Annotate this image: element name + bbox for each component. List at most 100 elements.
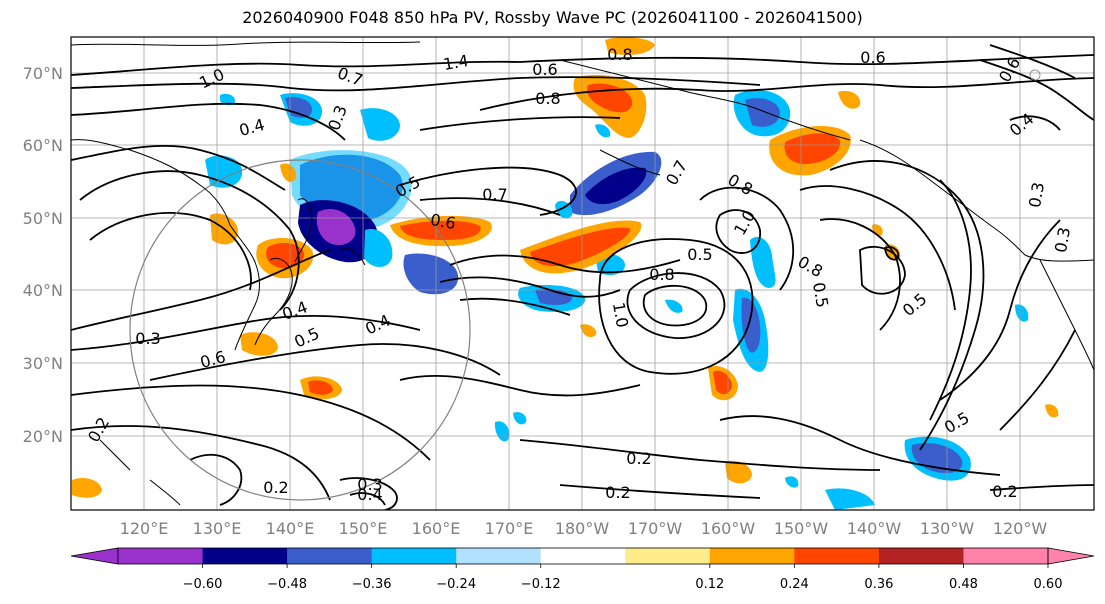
region-circle — [129, 159, 471, 501]
pos-anomaly-area — [713, 370, 732, 395]
contour-label: 0.3 — [1025, 181, 1048, 209]
longitude-label: 150°W — [774, 519, 829, 538]
neg-anomaly-area — [745, 98, 780, 127]
pos-anomaly-area — [308, 380, 333, 395]
colorbar-tick-label: 0.60 — [1034, 577, 1063, 592]
contour-label: 0.3 — [357, 475, 382, 494]
pos-anomaly-area — [838, 90, 861, 109]
neg-anomaly-area — [741, 297, 761, 353]
longitude-label: 160°W — [701, 519, 756, 538]
colorbar-box — [287, 548, 373, 564]
colorbar-tick-label: 0.24 — [780, 577, 809, 592]
colorbar-tick-label: −0.12 — [521, 577, 561, 592]
contour-label: 1.0 — [609, 301, 632, 329]
neg-anomaly-area — [785, 476, 799, 488]
pos-anomaly-area — [530, 227, 631, 267]
pos-anomaly-area — [72, 478, 102, 498]
contour-label: 0.2 — [605, 483, 630, 502]
colorbar: −0.60 −0.48 −0.36 −0.24 −0.12 0.12 0.24 0.36 0.4… — [70, 547, 1095, 592]
longitude-label: 130°W — [920, 519, 975, 538]
latitude-label: 40°N — [23, 281, 63, 300]
latitude-label: 50°N — [23, 209, 63, 228]
colorbar-box — [540, 548, 626, 564]
contour-label: 0.4 — [357, 485, 382, 504]
neg-anomaly-area — [825, 488, 875, 510]
anomaly-shading — [72, 37, 1059, 510]
colorbar-box — [625, 548, 711, 564]
colorbar-tick-label: −0.60 — [183, 577, 223, 592]
contour-label: 0.6 — [532, 60, 557, 79]
longitude-label: 180°W — [555, 519, 610, 538]
neg-anomaly-area — [585, 167, 647, 205]
latitude-labels: 70°N 60°N 50°N 40°N 30°N 20°N — [23, 64, 63, 446]
contour-label: 0.6 — [429, 210, 457, 233]
colorbar-box — [878, 548, 964, 564]
longitude-label: 120°E — [120, 519, 169, 538]
contour-label: 0.2 — [626, 449, 651, 468]
neg-anomaly-area — [220, 93, 236, 106]
colorbar-extend-right — [1047, 547, 1095, 565]
pos-anomaly-area — [1045, 404, 1059, 418]
latitude-label: 20°N — [23, 427, 63, 446]
contour-label: 0.6 — [860, 48, 885, 67]
map-frame — [70, 36, 1095, 511]
longitude-label: 130°E — [193, 519, 242, 538]
pos-anomaly-area — [784, 133, 841, 165]
neg-anomaly-area — [364, 229, 393, 267]
contour-label: 1.4 — [442, 51, 470, 74]
contour-label: 0.8 — [607, 45, 632, 64]
neg-anomaly-area — [750, 236, 776, 288]
contour-label: 0.2 — [263, 478, 288, 497]
contour-label: 0.3 — [135, 329, 160, 348]
colorbar-box — [118, 548, 204, 564]
longitude-label: 170°E — [485, 519, 534, 538]
colorbar-tick-label: 0.48 — [949, 577, 978, 592]
neg-anomaly-area — [1015, 304, 1029, 322]
colorbar-tick-label: −0.24 — [436, 577, 476, 592]
latitude-label: 60°N — [23, 136, 63, 155]
longitude-label: 120°W — [993, 519, 1048, 538]
contour-label: 0.3 — [1051, 226, 1074, 254]
longitude-label: 140°W — [847, 519, 902, 538]
pos-anomaly-area — [266, 242, 305, 269]
neg-anomaly-area — [595, 124, 611, 138]
pos-anomaly-area — [605, 37, 655, 56]
contour-label: 0.7 — [482, 185, 507, 204]
neg-anomaly-area — [285, 97, 312, 118]
neg-anomaly-area — [360, 108, 400, 141]
longitude-label: 150°E — [339, 519, 388, 538]
longitude-label: 160°E — [412, 519, 461, 538]
colorbar-box — [794, 548, 880, 564]
longitude-label: 170°W — [628, 519, 683, 538]
coastlines — [71, 41, 1094, 506]
colorbar-tick-label: 0.36 — [864, 577, 893, 592]
map-area — [71, 37, 1094, 510]
colorbar-extend-left — [70, 547, 119, 565]
colorbar-box — [963, 548, 1049, 564]
colorbar-frame — [117, 547, 1049, 565]
contour-label: 0.2 — [992, 482, 1017, 501]
colorbar-box — [709, 548, 795, 564]
contour-label: 0.8 — [535, 89, 560, 108]
colorbar-tick-label: −0.36 — [352, 577, 392, 592]
contour-label: 0.5 — [687, 245, 712, 264]
neg-anomaly-area — [513, 412, 527, 425]
pos-anomaly-area — [580, 324, 597, 338]
pos-anomaly-area — [400, 220, 481, 240]
neg-anomaly-area — [403, 253, 459, 295]
colorbar-box — [456, 548, 542, 564]
latitude-label: 70°N — [23, 64, 63, 83]
neg-anomaly-area — [665, 299, 683, 313]
region-circle-small — [1029, 69, 1041, 81]
map-title: 2026040900 F048 850 hPa PV, Rossby Wave … — [242, 8, 863, 27]
longitude-labels: 120°E 130°E 140°E 150°E 160°E 170°E 180°W 170°W… — [120, 519, 1048, 538]
contour-label: 0.8 — [649, 265, 674, 284]
colorbar-tick-label: 0.12 — [695, 577, 724, 592]
pos-anomaly-area — [240, 332, 278, 356]
contour-label: 0.5 — [809, 281, 832, 309]
colorbar-box — [202, 548, 288, 564]
pos-anomaly-area — [725, 460, 752, 484]
latitude-label: 30°N — [23, 354, 63, 373]
pos-anomaly-area — [280, 163, 297, 182]
